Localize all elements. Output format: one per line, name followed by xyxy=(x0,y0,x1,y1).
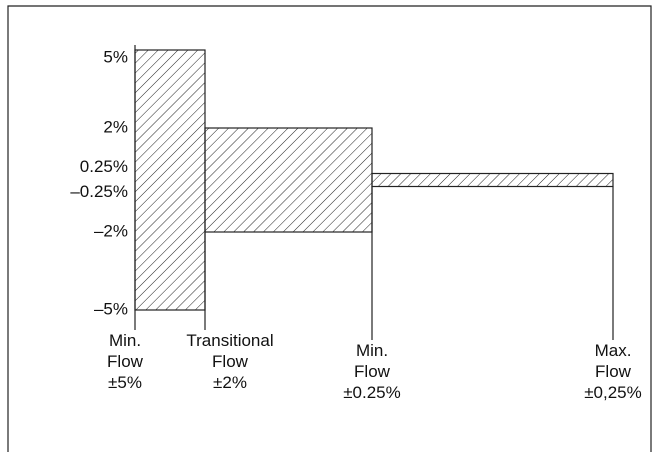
x-label-line: Flow xyxy=(107,352,144,371)
y-tick-label: 2% xyxy=(103,117,128,136)
tolerance-band xyxy=(204,127,373,233)
x-label-line: Max. xyxy=(595,341,632,360)
tolerance-band xyxy=(134,49,206,311)
frame xyxy=(7,5,652,452)
y-tick-label: –5% xyxy=(94,299,128,318)
x-label-line: ±5% xyxy=(108,373,142,392)
x-label-line: Min. xyxy=(109,331,141,350)
y-tick-label: –2% xyxy=(94,221,128,240)
y-tick-label: 5% xyxy=(103,47,128,66)
x-label-line: Min. xyxy=(356,341,388,360)
x-label-line: ±0.25% xyxy=(343,383,401,402)
x-label: Min. Flow ±0.25% xyxy=(343,341,401,402)
x-label-line: Transitional xyxy=(186,331,273,350)
tolerance-band xyxy=(371,172,614,188)
y-tick-label: 0.25% xyxy=(80,157,128,176)
x-label: Max. Flow ±0,25% xyxy=(584,341,642,402)
x-label-line: ±2% xyxy=(213,373,247,392)
x-label: Min. Flow ±5% xyxy=(107,331,144,392)
x-label-line: Flow xyxy=(595,362,632,381)
y-tick-label: –0.25% xyxy=(70,182,128,201)
x-label-line: ±0,25% xyxy=(584,383,642,402)
x-label-line: Flow xyxy=(354,362,391,381)
x-label-line: Flow xyxy=(212,352,249,371)
x-label: Transitional Flow ±2% xyxy=(186,331,273,392)
